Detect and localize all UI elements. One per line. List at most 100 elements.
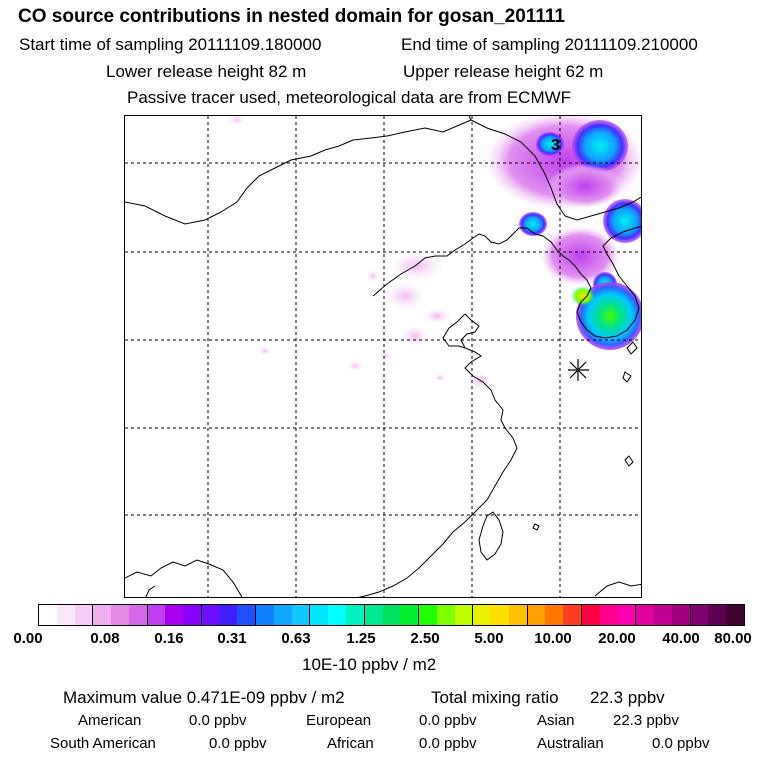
region-value-american: 0.0 ppbv [189,712,247,729]
colorbar-swatch [654,605,672,625]
south-fragment [594,581,641,597]
colorbar-tick-1: 0.08 [90,630,120,647]
colorbar-swatch [563,605,581,625]
map-canvas: 3 [125,116,641,597]
start-time-label: Start time of sampling 20111109.180000 [19,35,322,54]
bohai-coast [372,227,570,297]
colorbar-swatch [708,605,727,625]
colorbar-swatch [491,605,509,625]
lat-lon-grid [125,116,641,597]
colorbar-swatch [183,605,201,625]
colorbar-swatch [454,605,473,625]
colorbar-tick-2: 0.16 [154,630,184,647]
plume-speck-4 [379,352,391,360]
lower-release-label: Lower release height 82 m [106,62,307,81]
region-name-american: American [78,712,142,729]
shandong-peninsula [442,313,466,349]
manchuria-border [470,119,641,221]
colorbar-swatch [74,605,93,625]
colorbar-swatch [599,605,618,625]
colorbar-swatch [689,605,709,625]
colorbar-swatch [255,605,274,625]
border-fragment [145,585,156,597]
colorbar-swatch [671,605,690,625]
colorbar-swatch [346,605,364,625]
coastlines [125,116,641,597]
colorbar-swatch [400,605,419,625]
plume-speck-2 [367,270,379,282]
region-value-south-american: 0.0 ppbv [209,735,267,752]
taiwan [478,511,504,561]
colorbar-swatch [56,605,75,625]
plume-yellow-sea-3 [423,308,451,324]
plume-speck-3 [347,361,363,371]
region-value-african: 0.0 ppbv [419,735,477,752]
plume-yellow-sea-4 [401,326,429,346]
colorbar [38,604,745,626]
receptor-marker [568,359,589,381]
japan-island-1 [626,341,638,355]
colorbar-swatch [219,605,238,625]
japan-island-2 [622,371,632,383]
colorbar-swatch [726,605,744,625]
region-name-african: African [327,735,374,752]
plume-speck-1 [229,116,245,125]
total-mixing-value: 22.3 ppbv [590,688,665,707]
plume-north-west-core [536,132,564,156]
colorbar-swatch [635,605,655,625]
plume-yellow-sea-2 [385,282,425,310]
colorbar-swatch [111,605,129,625]
plume-speck-5 [259,347,271,355]
figure-title: CO source contributions in nested domain… [18,6,565,27]
end-time-label: End time of sampling 20111109.210000 [401,35,698,54]
colorbar-swatch [526,605,546,625]
colorbar-swatch [128,605,147,625]
colorbar-swatch [508,605,527,625]
colorbar-swatch [328,605,347,625]
plume-korea-west-max [571,286,595,306]
colorbar-tick-11: 80.00 [714,630,752,647]
colorbar-swatch [545,605,564,625]
colorbar-tick-0: 0.00 [13,630,43,647]
max-value-label: Maximum value 0.471E-09 ppbv / m2 [63,688,345,707]
colorbar-swatch [309,605,329,625]
region-value-asian: 22.3 ppbv [613,712,679,729]
plume-speck-6 [434,374,446,382]
region-name-south-american: South American [50,735,156,752]
colorbar-tick-4: 0.63 [281,630,311,647]
colorbar-unit: 10E-10 ppbv / m2 [302,655,437,674]
mongolia-border [125,116,472,225]
colorbar-swatch [617,605,636,625]
plume-north-core [572,120,628,172]
korean-peninsula [568,225,641,339]
concentration-field [229,116,641,389]
ryukyu-island [624,455,634,467]
colorbar-swatch [472,605,492,625]
colorbar-tick-9: 20.00 [598,630,636,647]
region-value-european: 0.0 ppbv [419,712,477,729]
colorbar-swatch [436,605,455,625]
colorbar-swatch [363,605,383,625]
region-value-australian: 0.0 ppbv [652,735,710,752]
colorbar-tick-5: 1.25 [346,630,376,647]
plume-liaoning-core [519,212,547,236]
map-panel: 3 [124,115,642,598]
colorbar-swatch [200,605,220,625]
colorbar-swatch [291,605,310,625]
colorbar-tick-10: 40.00 [662,630,700,647]
colorbar-swatch [92,605,112,625]
colorbar-swatch [165,605,184,625]
island-small [532,523,540,531]
tracer-note: Passive tracer used, meteorological data… [127,88,572,107]
plume-korea-north [540,226,620,286]
region-name-european: European [306,712,372,729]
total-mixing-label: Total mixing ratio [431,688,559,707]
colorbar-swatch [146,605,166,625]
upper-release-label: Upper release height 62 m [403,62,604,81]
colorbar-swatch [39,605,57,625]
colorbar-swatch [382,605,401,625]
colorbar-tick-3: 0.31 [217,630,247,647]
plume-manchuria [547,164,623,208]
colorbar-swatch [418,605,437,625]
